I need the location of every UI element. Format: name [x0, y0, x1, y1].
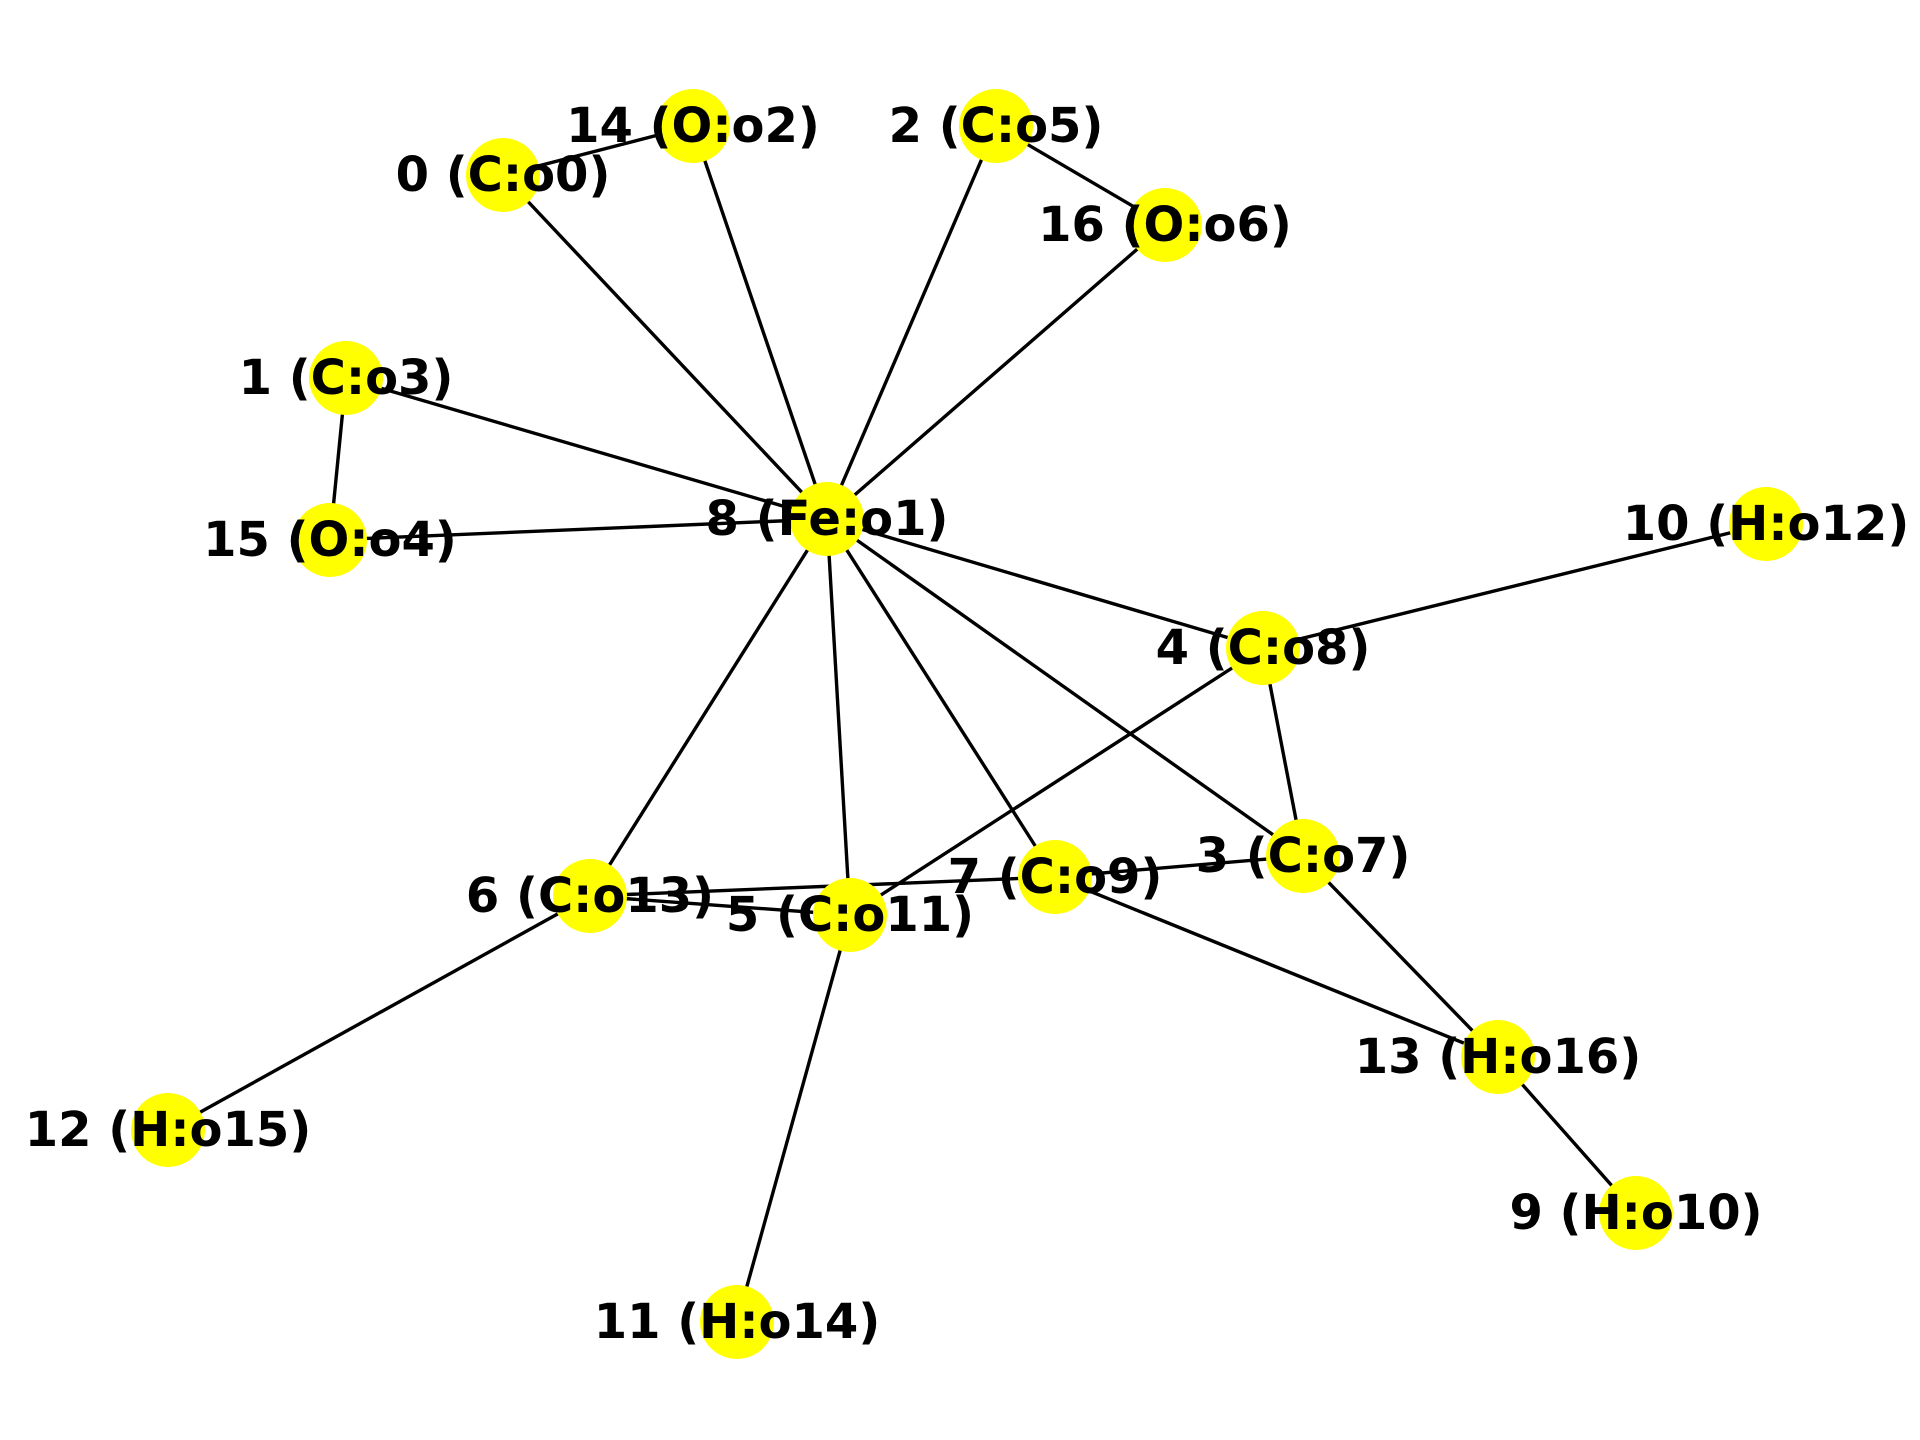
- edge-4-10: [1262, 522, 1767, 650]
- node-10: [1729, 487, 1803, 561]
- node-15: [293, 503, 367, 577]
- edge-16-8: [825, 223, 1167, 521]
- node-label-1: 1 (C:o3): [239, 350, 454, 406]
- labels-layer: 0 (C:o0) 1 (C:o3) 2 (C:o5) 3 (C:o7) 4 (C:o8)…: [25, 98, 1910, 1350]
- edge-6-5: [589, 894, 851, 917]
- node-11: [700, 1285, 774, 1359]
- node-9: [1599, 1176, 1673, 1250]
- node-label-11: 11 (H:o14): [594, 1294, 881, 1350]
- edge-0-8: [501, 173, 829, 521]
- edge-7-6: [589, 875, 1056, 898]
- node-label-7: 7 (C:o9): [948, 849, 1163, 905]
- node-14: [656, 89, 730, 163]
- edge-5-11: [735, 914, 852, 1323]
- node-label-10: 10 (H:o12): [1623, 496, 1910, 552]
- edge-8-4: [826, 517, 1264, 650]
- node-label-9: 9 (H:o10): [1509, 1185, 1762, 1241]
- node-label-5: 5 (C:o11): [726, 887, 974, 943]
- edges-layer: [167, 124, 1767, 1323]
- node-label-6: 6 (C:o13): [466, 868, 714, 924]
- node-2: [959, 89, 1033, 163]
- node-5: [813, 878, 887, 952]
- node-3: [1266, 819, 1340, 893]
- edge-1-8: [345, 376, 828, 521]
- node-7: [1018, 840, 1092, 914]
- node-1: [309, 341, 383, 415]
- nodes-layer: [131, 89, 1803, 1359]
- node-label-13: 13 (H:o16): [1355, 1029, 1642, 1085]
- node-label-12: 12 (H:o15): [25, 1102, 312, 1158]
- node-label-16: 16 (O:o6): [1038, 197, 1292, 253]
- node-label-15: 15 (O:o4): [203, 512, 457, 568]
- node-13: [1461, 1020, 1535, 1094]
- edge-8-6: [588, 518, 829, 897]
- node-6: [553, 859, 627, 933]
- edge-3-7: [1054, 854, 1304, 879]
- edge-8-7: [825, 518, 1057, 878]
- node-label-4: 4 (C:o8): [1156, 620, 1371, 676]
- edge-7-13: [1054, 875, 1499, 1059]
- edge-8-3: [826, 517, 1304, 858]
- node-16: [1128, 188, 1202, 262]
- edge-15-8: [329, 517, 828, 542]
- node-label-14: 14 (O:o2): [566, 98, 820, 154]
- node-0: [466, 138, 540, 212]
- node-label-0: 0 (C:o0): [396, 147, 611, 203]
- node-8: [790, 482, 864, 556]
- edge-6-12: [167, 894, 591, 1132]
- node-label-8: 8 (Fe:o1): [706, 491, 949, 547]
- node-label-2: 2 (C:o5): [889, 98, 1104, 154]
- node-label-3: 3 (C:o7): [1196, 828, 1411, 884]
- node-4: [1226, 611, 1300, 685]
- edge-4-5: [849, 646, 1264, 917]
- edge-2-8: [825, 125, 998, 520]
- edge-3-13: [1301, 854, 1500, 1059]
- node-12: [131, 1093, 205, 1167]
- edge-14-8: [691, 125, 829, 520]
- edge-8-5: [825, 518, 852, 916]
